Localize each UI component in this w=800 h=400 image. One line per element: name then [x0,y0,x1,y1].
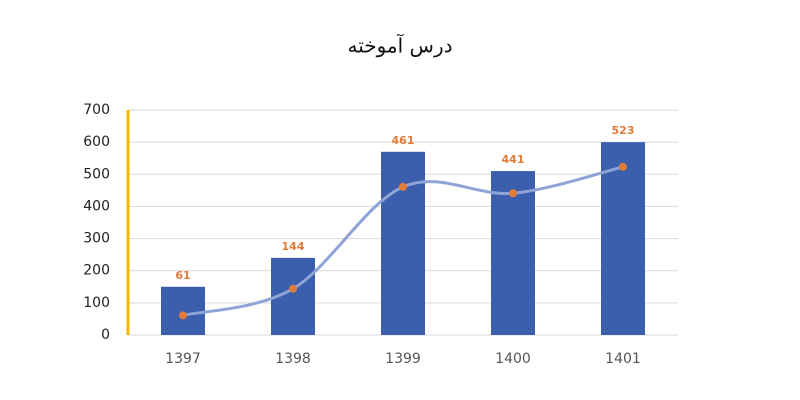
chart-title: درس آموخته [347,33,452,58]
y-tick-label: 500 [83,166,110,182]
x-tick-label: 1398 [275,351,311,367]
data-label: 61 [175,269,190,282]
marker [509,189,517,198]
x-tick-label: 1397 [165,351,201,367]
data-label: 144 [282,240,305,253]
data-label: 441 [502,153,525,166]
y-tick-label: 400 [83,198,110,214]
x-tick-label: 1400 [495,351,531,367]
y-tick-label: 0 [101,327,110,343]
marker [289,284,297,293]
x-tick-label: 1399 [385,351,421,367]
marker [399,182,407,191]
y-tick-label: 300 [83,231,110,247]
y-tick-label: 700 [83,102,110,118]
x-tick-label: 1401 [605,351,641,367]
data-label: 523 [612,124,635,137]
bar [161,286,205,335]
y-tick-label: 100 [83,295,110,311]
y-tick-label: 200 [83,263,110,279]
data-label: 461 [392,134,415,147]
bar [601,142,645,335]
marker [619,162,627,171]
y-tick-label: 600 [83,134,110,150]
bar [381,151,425,335]
marker [179,311,187,320]
bar [491,171,535,335]
